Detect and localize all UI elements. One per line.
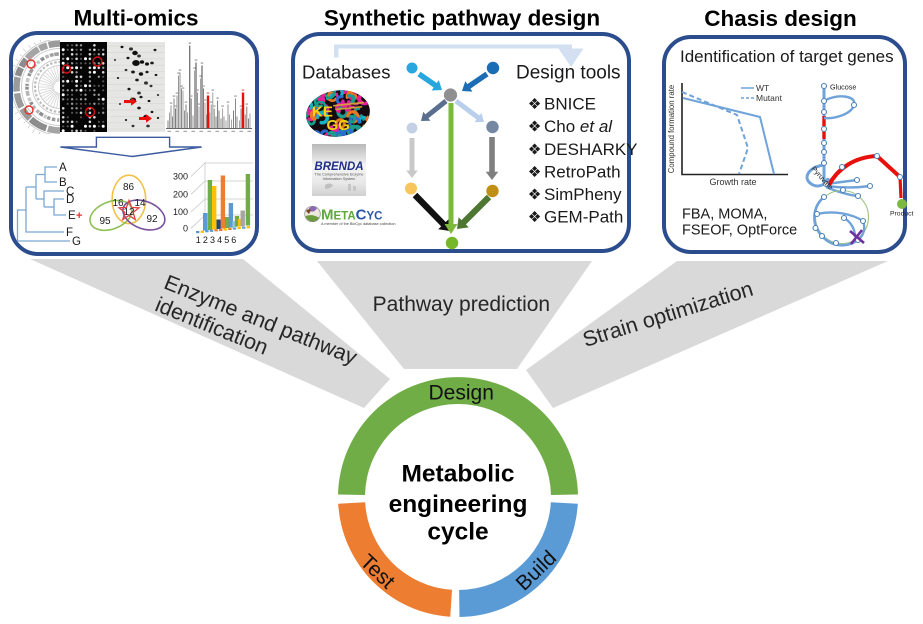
svg-text:Metabolic: Metabolic: [402, 461, 515, 488]
svg-text:A: A: [59, 162, 67, 174]
svg-text:FSEOF, OptForce: FSEOF, OptForce: [682, 223, 797, 239]
svg-text:The Comprehensive Enzyme: The Comprehensive Enzyme: [315, 173, 364, 177]
svg-text:Cho et al: Cho et al: [544, 117, 613, 136]
svg-text:2: 2: [203, 235, 208, 245]
svg-text:BRENDA: BRENDA: [314, 161, 363, 173]
svg-text:100: 100: [173, 207, 188, 217]
svg-text:B: B: [59, 177, 67, 189]
svg-text:Chasis design: Chasis design: [704, 6, 857, 31]
svg-text:FBA, MOMA,: FBA, MOMA,: [682, 207, 767, 223]
svg-text:Design tools: Design tools: [516, 63, 621, 84]
svg-text:Design: Design: [429, 382, 494, 405]
svg-text:A member of the BioCyc databas: A member of the BioCyc database collecti…: [321, 222, 396, 226]
svg-text:E: E: [68, 210, 76, 222]
svg-text:95: 95: [99, 216, 111, 227]
svg-text:C: C: [66, 186, 74, 198]
svg-text:92: 92: [146, 214, 158, 225]
svg-text:Synthetic pathway design: Synthetic pathway design: [324, 6, 600, 31]
svg-text:Growth rate: Growth rate: [709, 177, 756, 187]
svg-text:6: 6: [231, 235, 236, 245]
svg-text:14: 14: [134, 198, 146, 209]
svg-text:Glucose: Glucose: [830, 83, 856, 92]
svg-text:GEM-Path: GEM-Path: [544, 208, 623, 227]
svg-text:300: 300: [173, 172, 188, 182]
svg-text:Pathway prediction: Pathway prediction: [373, 293, 550, 316]
svg-text:F: F: [66, 227, 73, 239]
svg-text:Information System: Information System: [323, 177, 356, 181]
svg-text:METACYC: METACYC: [321, 207, 382, 224]
svg-text:0: 0: [183, 223, 188, 233]
svg-text:engineering: engineering: [389, 491, 528, 518]
svg-text:Identification of target genes: Identification of target genes: [680, 47, 894, 66]
svg-text:Databases: Databases: [302, 62, 390, 83]
svg-text:G: G: [72, 236, 81, 248]
svg-text:cycle: cycle: [427, 519, 488, 546]
svg-text:GG: GG: [327, 117, 350, 134]
svg-text:86: 86: [123, 182, 135, 193]
svg-text:Compound formation rate: Compound formation rate: [667, 85, 676, 173]
svg-text:RetroPath: RetroPath: [544, 163, 621, 182]
svg-text:12: 12: [123, 207, 135, 218]
svg-text:200: 200: [173, 189, 188, 199]
svg-text:4: 4: [217, 235, 222, 245]
svg-text:Multi-omics: Multi-omics: [73, 6, 198, 31]
svg-text:Mutant: Mutant: [756, 93, 783, 103]
svg-text:Product: Product: [890, 211, 914, 218]
svg-text:SimPheny: SimPheny: [544, 185, 622, 204]
svg-text:+: +: [76, 210, 82, 222]
svg-text:KE: KE: [312, 104, 333, 121]
svg-text:BNICE: BNICE: [544, 95, 596, 114]
svg-text:DESHARKY: DESHARKY: [544, 140, 638, 159]
svg-text:1: 1: [196, 235, 201, 245]
svg-text:3: 3: [210, 235, 215, 245]
svg-text:WT: WT: [756, 83, 769, 93]
svg-text:16: 16: [112, 198, 124, 209]
svg-text:5: 5: [224, 235, 229, 245]
svg-text:D: D: [66, 194, 74, 206]
